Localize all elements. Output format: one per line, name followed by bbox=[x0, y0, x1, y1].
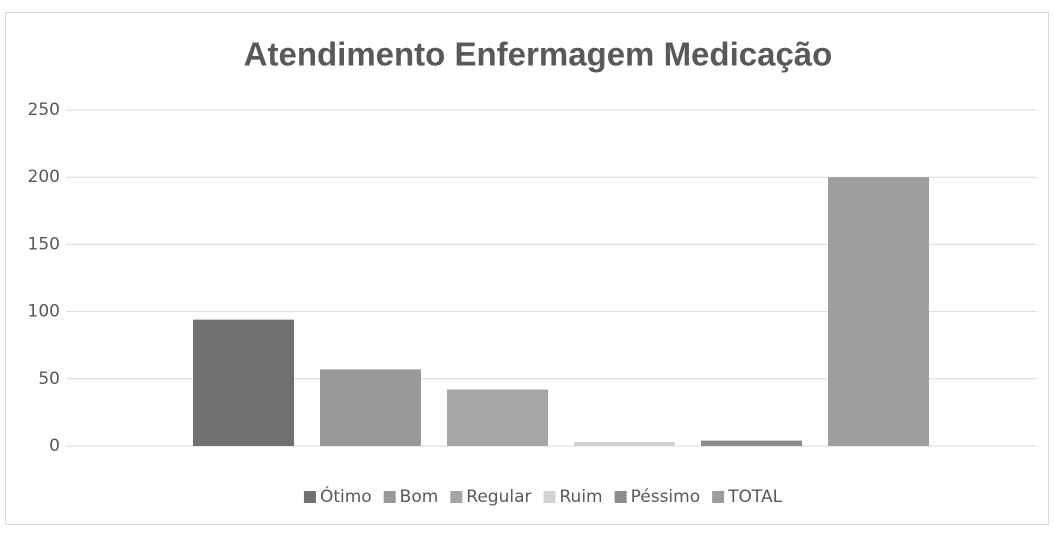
y-tick-label: 50 bbox=[38, 369, 60, 389]
chart-title: Atendimento Enfermagem Medicação bbox=[244, 36, 833, 73]
legend-swatch bbox=[614, 491, 627, 503]
bar bbox=[447, 389, 548, 446]
legend-label: Ótimo bbox=[320, 485, 372, 507]
bar bbox=[701, 440, 802, 446]
bar bbox=[320, 369, 421, 446]
legend-label: TOTAL bbox=[727, 487, 782, 507]
legend-swatch bbox=[303, 491, 316, 503]
legend-label: Péssimo bbox=[631, 487, 701, 507]
y-tick-label: 250 bbox=[28, 100, 60, 120]
legend-swatch bbox=[450, 491, 463, 503]
legend-swatch bbox=[383, 491, 396, 503]
legend-swatch bbox=[543, 491, 556, 503]
legend-swatch bbox=[712, 491, 725, 503]
y-tick-label: 0 bbox=[49, 436, 60, 456]
bar bbox=[574, 441, 675, 446]
legend-label: Bom bbox=[400, 487, 439, 507]
y-tick-label: 100 bbox=[28, 302, 60, 322]
y-tick-label: 150 bbox=[28, 234, 60, 254]
y-tick-label: 200 bbox=[28, 167, 60, 187]
legend-label: Ruim bbox=[560, 487, 603, 507]
legend-label: Regular bbox=[466, 487, 531, 507]
bar bbox=[828, 177, 929, 446]
bar bbox=[193, 319, 294, 446]
